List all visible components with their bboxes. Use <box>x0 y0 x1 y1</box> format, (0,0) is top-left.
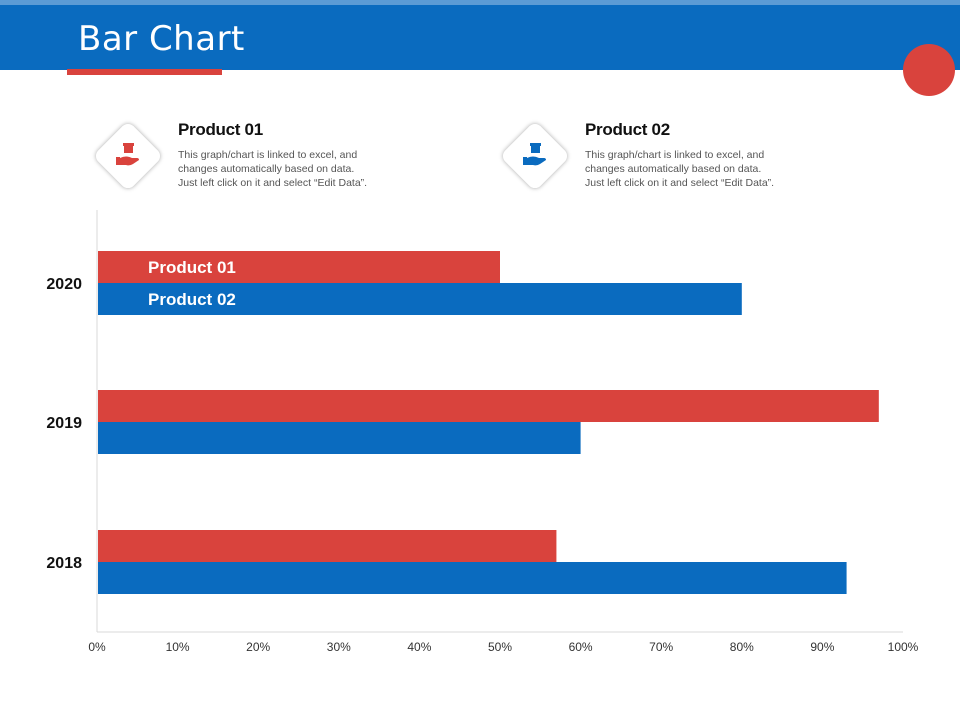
legend-description: This graph/chart is linked to excel, and… <box>178 149 368 189</box>
legend-card-product-02: Product 02 This graph/chart is linked to… <box>497 118 837 198</box>
hand-holding-gift-icon <box>116 143 139 166</box>
legend-badge <box>90 118 166 194</box>
bar-2019-product-01 <box>98 390 879 422</box>
decorative-circle <box>903 44 955 96</box>
bar-2018-product-01 <box>98 530 557 562</box>
page-title: Bar Chart <box>78 19 245 59</box>
bar-2018-product-02 <box>98 562 847 594</box>
bar-data-label: Product 01 <box>148 258 236 277</box>
hand-holding-gift-icon <box>523 143 546 166</box>
legend-title: Product 02 <box>585 120 670 139</box>
y-tick-label: 2020 <box>46 276 82 293</box>
x-tick-label: 20% <box>246 640 270 654</box>
x-tick-label: 80% <box>730 640 754 654</box>
bar-2020-product-01 <box>98 251 500 283</box>
bar-data-label: Product 02 <box>148 290 236 309</box>
legend-badge <box>497 118 573 194</box>
x-tick-label: 50% <box>488 640 512 654</box>
bar-2020-product-02 <box>98 283 742 315</box>
top-accent-strip <box>0 0 960 5</box>
x-tick-label: 0% <box>88 640 106 654</box>
legend-description: This graph/chart is linked to excel, and… <box>585 149 775 189</box>
x-tick-label: 30% <box>327 640 351 654</box>
legend-card-product-01: Product 01 This graph/chart is linked to… <box>90 118 430 198</box>
x-tick-label: 100% <box>888 640 919 654</box>
legend-title: Product 01 <box>178 120 263 139</box>
title-underline <box>67 69 222 75</box>
y-tick-label: 2019 <box>46 415 82 432</box>
x-tick-label: 40% <box>407 640 431 654</box>
x-tick-label: 10% <box>166 640 190 654</box>
bar-2019-product-02 <box>98 422 581 454</box>
header-bar: Bar Chart <box>0 5 960 70</box>
y-tick-label: 2018 <box>46 555 82 572</box>
x-tick-label: 60% <box>569 640 593 654</box>
x-tick-label: 90% <box>810 640 834 654</box>
x-tick-label: 70% <box>649 640 673 654</box>
